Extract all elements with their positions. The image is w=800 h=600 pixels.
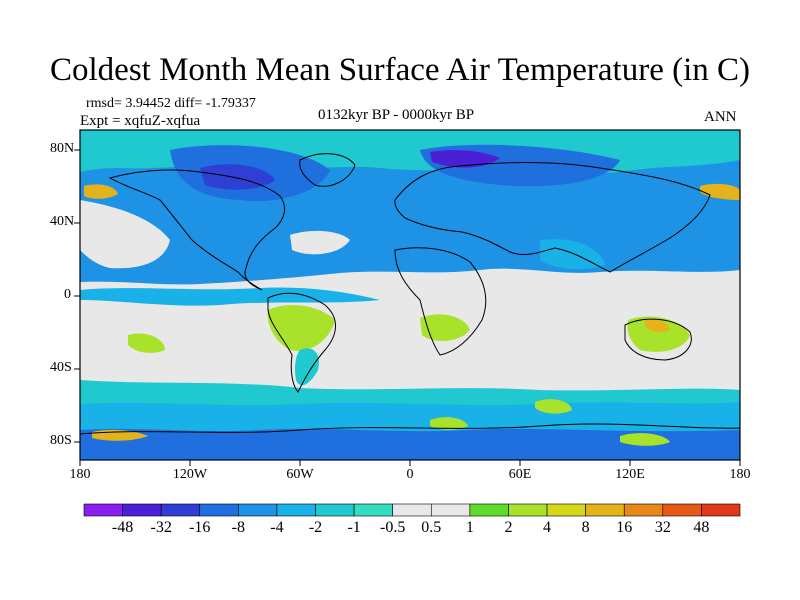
lon-label-120w: 120W (172, 467, 208, 482)
colorbar-swatch (430, 503, 471, 517)
colorbar-swatch (199, 503, 239, 517)
colorbar-swatch (238, 503, 278, 517)
colorbar-label: -0.5 (380, 519, 406, 536)
field-pacific-neutral (80, 200, 170, 269)
field-atlantic-neutral (290, 230, 350, 255)
field-south-america-cool (295, 348, 319, 386)
colorbar-label: 1 (465, 519, 474, 536)
coast-africa (394, 247, 487, 356)
colorbar-swatch (276, 503, 316, 517)
field-antarctic-warm-4 (620, 433, 670, 446)
colorbar-label: -2 (308, 519, 323, 536)
colorbar-label: 0.5 (421, 519, 442, 536)
coast-greenland (299, 153, 356, 187)
lat-label-80n: 80N (50, 141, 75, 156)
axis-ticks (74, 149, 741, 466)
period-label: 0132kyr BP - 0000kyr BP (318, 107, 475, 123)
colorbar-swatch (546, 503, 586, 517)
colorbar-swatch (353, 503, 394, 517)
colorbar-swatch (83, 503, 123, 517)
lon-label-180e: 180 (729, 467, 751, 482)
colorbar-swatch (392, 503, 432, 517)
field-antarctic-blue (80, 428, 740, 460)
field-australia-hot (645, 319, 670, 333)
field-southern-teal (80, 380, 740, 406)
field-india-cyan (540, 239, 605, 270)
lat-label-80s: 80S (50, 433, 72, 448)
field-africa-warm (420, 314, 470, 342)
stats-line: rmsd= 3.94452 diff= -1.79337 (86, 96, 256, 111)
colorbar-label: 4 (543, 519, 552, 536)
colorbar-label: -4 (270, 519, 284, 536)
colorbar-label: -32 (150, 519, 172, 536)
colorbar-swatch (315, 503, 355, 517)
season-label: ANN (704, 109, 737, 125)
coast-north-america (108, 169, 285, 291)
lat-label-40n: 40N (50, 214, 75, 229)
colorbar-swatch (585, 503, 625, 517)
colorbar-label: 16 (616, 519, 633, 536)
lon-label-180w: 180 (69, 467, 91, 482)
colorbar-label: 48 (693, 519, 710, 536)
field-antarctic-warm-1 (535, 399, 572, 414)
coastlines (80, 153, 740, 435)
colorbar-swatch (160, 503, 201, 517)
colorbar-swatch (623, 503, 664, 517)
temperature-field (80, 130, 740, 460)
lon-label-0: 0 (406, 467, 414, 482)
map-title: Coldest Month Mean Surface Air Temperatu… (50, 52, 750, 88)
lat-label-40s: 40S (50, 360, 72, 375)
coast-antarctica (80, 423, 740, 435)
colorbar-label: -1 (347, 519, 361, 536)
colorbar-swatch (469, 503, 509, 517)
colorbar-swatch (701, 503, 741, 517)
coast-australia (624, 318, 692, 361)
field-tropical-cyan (80, 287, 380, 306)
lat-label-0: 0 (64, 287, 71, 302)
colorbar-label: -16 (189, 519, 211, 536)
colorbar-label: 2 (504, 519, 513, 536)
colorbar-label: -48 (111, 519, 134, 536)
colorbar-label: 32 (654, 519, 671, 536)
lon-label-60w: 60W (286, 467, 314, 482)
lon-label-60e: 60E (508, 467, 532, 482)
colorbar-swatch (508, 503, 548, 517)
colorbar-swatch (122, 503, 162, 517)
colorbar-swatch (662, 503, 702, 517)
colorbar-label: -8 (231, 519, 246, 536)
coast-europe-asia (394, 162, 711, 273)
experiment-line: Expt = xqfuZ-xqfua (80, 113, 201, 129)
field-australia-warm (627, 316, 690, 352)
lon-label-120e: 120E (615, 467, 645, 482)
field-south-america-warm (267, 305, 335, 351)
coast-south-america (267, 292, 336, 393)
field-alaska-warm (84, 184, 118, 199)
field-antarctic-warm-2 (430, 417, 468, 430)
colorbar-label: 8 (581, 519, 590, 536)
field-pacific-green (128, 333, 165, 353)
colorbar (83, 503, 741, 517)
field-arctic-violet (430, 150, 500, 168)
